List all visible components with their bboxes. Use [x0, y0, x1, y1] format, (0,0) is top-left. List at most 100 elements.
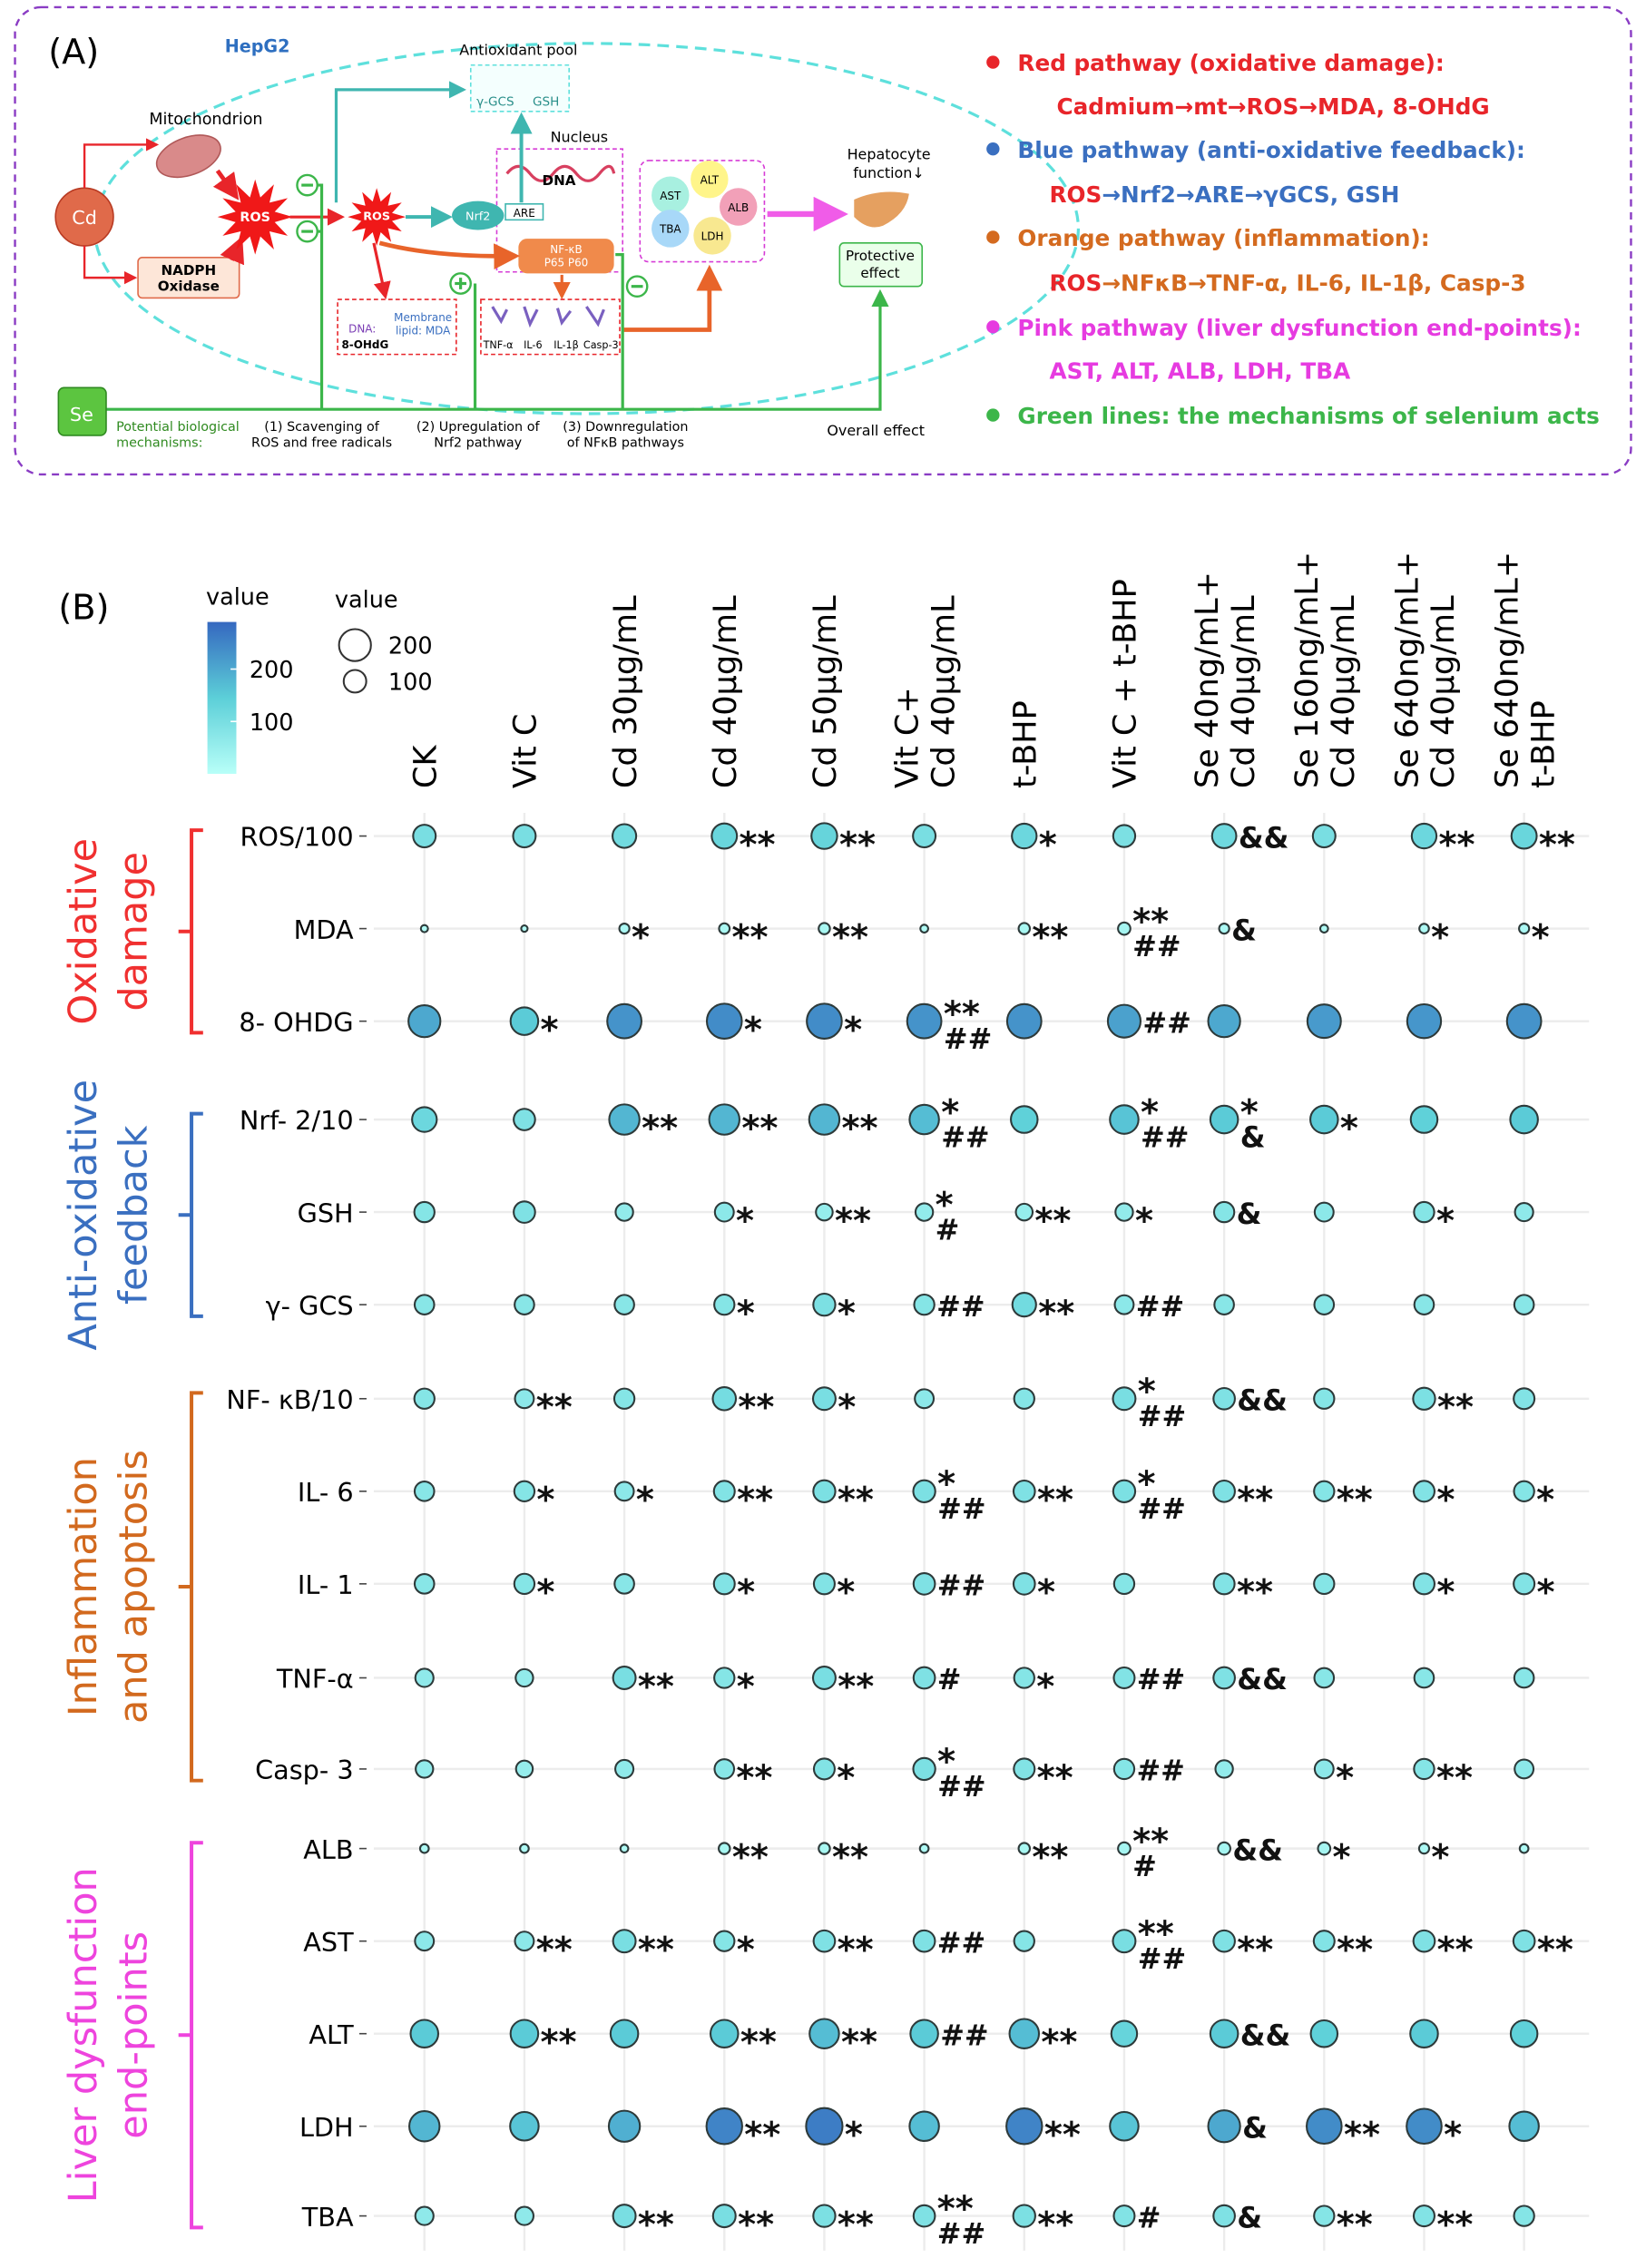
bubble: [608, 1103, 641, 1136]
enzyme-icon: [693, 217, 731, 255]
significance-label: *: [1436, 1480, 1455, 1520]
significance-label: **: [536, 1930, 573, 1970]
bubble: [711, 1385, 738, 1412]
bubble: [414, 1667, 435, 1688]
significance-label: *: [1532, 917, 1550, 958]
significance-label: **: [1032, 1837, 1068, 1878]
bubble: [712, 1572, 736, 1596]
legend-heading: Pink pathway (liver dysfunction end-poin…: [1017, 315, 1581, 341]
significance-label: &: [1237, 2200, 1262, 2234]
row-label: Nrf- 2/10: [240, 1105, 354, 1136]
bubble: [1209, 1104, 1239, 1135]
legend-heading: Green lines: the mechanisms of selenium …: [1017, 403, 1599, 429]
nucleus-label: Nucleus: [551, 128, 608, 145]
column-label: CK: [407, 744, 445, 787]
significance-label: *: [536, 1480, 554, 1520]
bubble: [606, 1002, 642, 1040]
row-label: γ- GCS: [266, 1290, 354, 1321]
bubble: [1212, 1200, 1236, 1224]
bubble: [1505, 1002, 1543, 1040]
row-label: GSH: [298, 1198, 354, 1228]
significance-label: #: [937, 1662, 962, 1696]
significance-label: *: [1340, 1108, 1358, 1149]
bubble: [713, 1667, 736, 1689]
bubble: [1409, 2019, 1439, 2048]
bubble: [1207, 1004, 1241, 1039]
damage-box: [337, 298, 457, 356]
bubble: [705, 2107, 743, 2146]
nrf2-icon: [452, 200, 505, 230]
size-legend-label: 200: [388, 633, 433, 660]
nfkb-label: NF-κB P65 P60: [544, 243, 589, 269]
pathway-legend: Red pathway (oxidative damage): Cadmium→…: [986, 50, 1600, 429]
significance-label: *: [1137, 1464, 1155, 1505]
row-label: IL- 6: [298, 1477, 354, 1508]
panel-label: (A): [48, 32, 99, 73]
inhibit-icon: [625, 275, 649, 298]
significance-label: #: [1137, 2200, 1161, 2234]
bubble: [612, 1929, 637, 1954]
enzyme-label: AST: [660, 190, 681, 202]
bubble: [1311, 824, 1337, 849]
significance-label: &&: [1240, 2018, 1291, 2052]
mechanism-label: (3) Downregulation of NFκB pathways: [563, 420, 688, 451]
bubble: [1010, 1105, 1039, 1134]
bubble: [513, 1480, 536, 1502]
bubble: [1112, 1386, 1137, 1412]
significance-label: **: [541, 2022, 577, 2063]
significance-label: **: [1041, 2022, 1077, 2063]
significance-label: *: [1431, 917, 1449, 958]
bubble: [713, 1758, 736, 1780]
bubble: [513, 1108, 536, 1131]
bubble: [713, 1930, 736, 1952]
size-legend-circle: [338, 628, 372, 662]
significance-label: **: [1437, 1930, 1474, 1970]
significance-label: ##: [1142, 1005, 1190, 1040]
bubble: [418, 1843, 430, 1854]
bubble: [614, 1202, 634, 1222]
bubble: [1014, 1202, 1034, 1222]
significance-label: **: [1038, 1293, 1074, 1334]
dna-label: DNA: [543, 172, 576, 189]
bubble: [408, 2110, 441, 2143]
significance-label: &&: [1237, 1662, 1288, 1696]
bubble: [1013, 1667, 1035, 1689]
are-box: [505, 203, 544, 221]
mechanism-label: (1) Scavenging of ROS and free radicals: [251, 420, 392, 451]
significance-label: *: [1135, 1200, 1153, 1241]
bubble: [1413, 1757, 1435, 1781]
bubble: [1509, 1104, 1539, 1135]
bubble: [1510, 822, 1538, 850]
significance-label: *: [936, 1185, 954, 1226]
significance-label: *: [536, 1572, 554, 1613]
bubble: [711, 2204, 737, 2229]
significance-label: **: [838, 1480, 874, 1520]
bubble: [419, 924, 429, 934]
enzyme-icon: [720, 188, 758, 226]
column-label: Vit C + t-BHP: [1107, 579, 1144, 788]
significance-label: *: [736, 1200, 754, 1241]
arrow: [334, 81, 466, 203]
bubble: [413, 1573, 436, 1595]
panel-a: (A) HepG2 Cd Mitochondrion NADPH Oxidase …: [14, 5, 1632, 476]
legend-dot: [986, 320, 1000, 334]
group-label: Oxidative: [61, 838, 106, 1025]
group-bracket: [178, 828, 203, 1035]
bubble: [812, 1572, 836, 1596]
bubble: [1418, 923, 1430, 934]
legend-heading: Red pathway (oxidative damage):: [1017, 50, 1444, 76]
ros-label: ROS: [240, 210, 270, 225]
significance-label: &&: [1232, 1833, 1283, 1867]
significance-label: **: [1034, 1200, 1071, 1241]
significance-label: **: [732, 1837, 769, 1878]
bubble: [1513, 1294, 1535, 1315]
hepatocyte-label: Hepatocyte function↓: [847, 145, 931, 181]
significance-label: **: [1237, 1480, 1273, 1520]
legend-heading: Orange pathway (inflammation):: [1017, 225, 1429, 251]
bubble: [906, 1002, 943, 1040]
green-line: [104, 288, 889, 411]
column-label: Vit C+: [888, 687, 926, 788]
bubble: [612, 1387, 636, 1410]
nrf2-label: Nrf2: [465, 210, 490, 223]
significance-label: ##: [937, 2216, 985, 2251]
